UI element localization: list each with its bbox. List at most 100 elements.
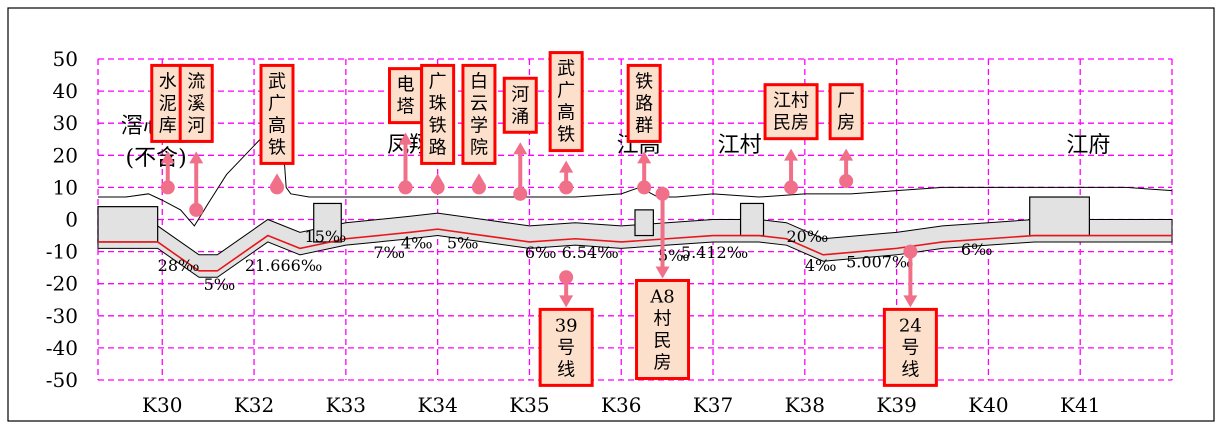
annotation-dot xyxy=(398,180,413,195)
station-box xyxy=(97,206,159,243)
annotation-box xyxy=(150,63,186,143)
y-tick-label: 10 xyxy=(53,175,78,199)
y-tick-label: 30 xyxy=(53,111,78,135)
tunnel-band xyxy=(97,212,1173,278)
annotation-dot xyxy=(270,180,284,195)
annotation-dot xyxy=(559,270,574,285)
annotation-box xyxy=(828,83,864,141)
grade-label: 5‰ xyxy=(658,246,690,265)
y-tick-label: -20 xyxy=(46,272,78,296)
annotation-label: 房 xyxy=(654,352,672,373)
x-tick-label: K33 xyxy=(326,393,366,417)
annotation-label: 学 xyxy=(470,115,488,136)
x-tick-label: K34 xyxy=(417,393,457,417)
chart-frame xyxy=(7,7,1215,422)
y-tick-label: -10 xyxy=(46,240,78,264)
annotation-dot xyxy=(189,202,204,217)
grade-label: 5.412‰ xyxy=(681,243,748,262)
grade-label: 6.54‰ xyxy=(562,243,619,262)
y-tick-label: -30 xyxy=(46,304,78,328)
grade-label: 21.666‰ xyxy=(245,256,322,275)
annotation-box xyxy=(763,83,819,141)
annotation-label: 武 xyxy=(268,71,286,92)
annotation-label: 塔 xyxy=(397,97,415,118)
grade-label: 6‰ xyxy=(525,243,557,262)
annotation-label: 水 xyxy=(159,71,177,92)
grade-label: 5‰ xyxy=(447,233,479,252)
annotation-label: 江村 xyxy=(773,91,809,112)
x-tick-label: K40 xyxy=(968,393,1008,417)
x-tick-label: K38 xyxy=(785,393,825,417)
annotation-label: 河 xyxy=(511,84,529,105)
arrowhead xyxy=(784,148,799,161)
annotation-label: 24 xyxy=(899,315,922,336)
annotation-dot xyxy=(655,186,670,201)
station-label: 江村 xyxy=(718,133,762,158)
annotation-box xyxy=(635,278,691,380)
annotation-label: 号 xyxy=(901,337,919,358)
annotation-label: 广 xyxy=(268,93,286,114)
arrowhead xyxy=(398,132,413,145)
station-label: 江府 xyxy=(1066,133,1110,158)
arrowhead xyxy=(513,142,528,155)
annotation-label: 库 xyxy=(159,115,177,136)
annotation-label: 房 xyxy=(837,113,855,134)
arrowhead xyxy=(839,148,854,161)
annotation-label: 电 xyxy=(397,75,415,96)
y-tick-label: 50 xyxy=(53,47,78,71)
y-tick-label: 40 xyxy=(53,79,78,103)
annotation-dot xyxy=(513,186,528,201)
annotation-label: 铁 xyxy=(429,115,447,136)
annotation-box xyxy=(538,307,594,387)
arrowhead xyxy=(637,151,652,164)
annotation-label: 号 xyxy=(557,337,575,358)
annotation-label: 高 xyxy=(557,103,575,124)
shaft-box xyxy=(634,209,654,237)
annotation-label: 院 xyxy=(470,137,488,158)
annotation-label: 铁 xyxy=(635,71,653,92)
annotation-label: 武 xyxy=(557,59,575,80)
annotation-label: 路 xyxy=(635,93,653,114)
grade-label: 20‰ xyxy=(786,227,828,246)
annotation-label: 民房 xyxy=(773,113,809,134)
annotation-label: 泥 xyxy=(159,93,177,114)
x-tick-label: K39 xyxy=(876,393,916,417)
x-tick-label: K36 xyxy=(601,393,641,417)
annotation-dot xyxy=(784,180,799,195)
annotation-label: 村 xyxy=(654,308,672,329)
x-tick-label: K30 xyxy=(142,393,182,417)
grade-label: 7‰ xyxy=(373,243,405,262)
annotation-label: 厂 xyxy=(837,91,855,112)
grade-label: 4‰ xyxy=(401,233,433,252)
grade-label: 5.007‰ xyxy=(846,253,913,272)
track-line xyxy=(98,228,1172,272)
y-tick-label: -50 xyxy=(46,368,78,392)
y-tick-label: 0 xyxy=(65,208,78,232)
annotation-label: 群 xyxy=(635,115,653,136)
annotation-box xyxy=(626,63,662,143)
annotation-label: 路 xyxy=(429,137,447,158)
annotation-label: 铁 xyxy=(268,137,286,158)
annotation-label: 白 xyxy=(470,71,488,92)
arrowhead xyxy=(559,295,574,308)
grade-label: 28‰ xyxy=(158,256,200,275)
annotation-label: 线 xyxy=(901,359,919,380)
arrowhead xyxy=(655,266,670,279)
annotation-label: 线 xyxy=(557,359,575,380)
arrowhead xyxy=(559,160,574,173)
arrowhead xyxy=(160,151,175,164)
x-tick-label: K41 xyxy=(1060,393,1100,417)
x-tick-label: K35 xyxy=(509,393,549,417)
annotation-dot xyxy=(903,244,918,259)
annotation-dot xyxy=(160,180,175,195)
annotation-dot xyxy=(471,180,486,195)
annotation-label: 广 xyxy=(429,71,447,92)
annotation-box xyxy=(882,307,938,387)
shaft-box xyxy=(739,202,765,237)
grade-label: 4‰ xyxy=(805,256,837,275)
annotation-label: 珠 xyxy=(429,93,447,114)
ground-line xyxy=(98,122,1173,227)
annotation-dot xyxy=(559,180,574,195)
